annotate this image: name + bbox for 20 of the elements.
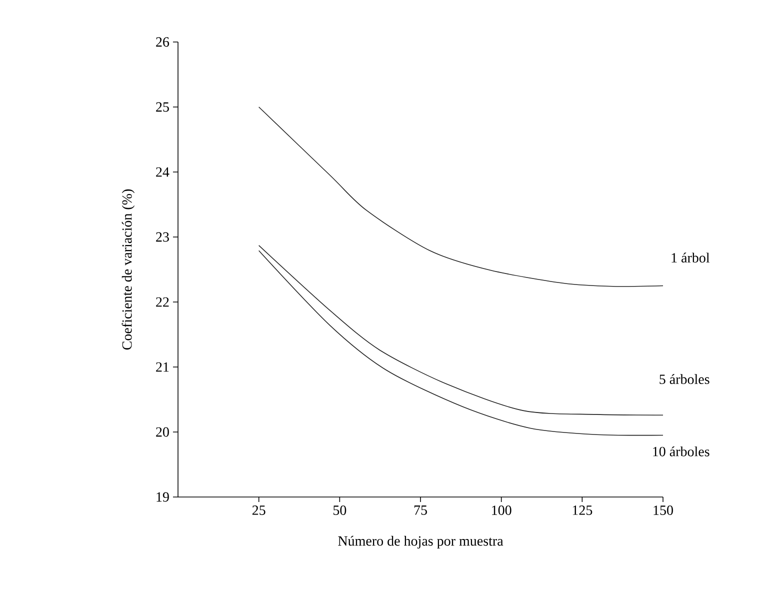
y-tick-label: 25 xyxy=(156,102,169,112)
y-tick-label: 21 xyxy=(156,362,169,372)
series-label: 1 árbol xyxy=(672,252,710,263)
line-series xyxy=(258,106,664,287)
y-tick-label: 19 xyxy=(156,492,169,502)
x-tick-label: 125 xyxy=(572,506,592,515)
y-tick-label: 20 xyxy=(156,427,169,437)
x-tick-label: 25 xyxy=(252,506,266,515)
y-tick-label: 26 xyxy=(156,37,170,47)
y-tick-label: 24 xyxy=(156,167,170,177)
x-tick-label: 100 xyxy=(492,506,512,515)
x-tick-label: 75 xyxy=(414,506,427,515)
series-label: 10 árboles xyxy=(653,446,710,456)
y-tick-label: 22 xyxy=(156,297,169,307)
y-axis-title: Coeficiente de variación (%) xyxy=(122,189,135,350)
y-tick-label: 23 xyxy=(156,232,169,242)
text: 5 árboles xyxy=(660,374,710,384)
x-axis-title: Número de hojas por muestra xyxy=(338,536,504,549)
x-tick-label: 50 xyxy=(333,506,346,515)
x-tick-label: 150 xyxy=(654,506,673,515)
